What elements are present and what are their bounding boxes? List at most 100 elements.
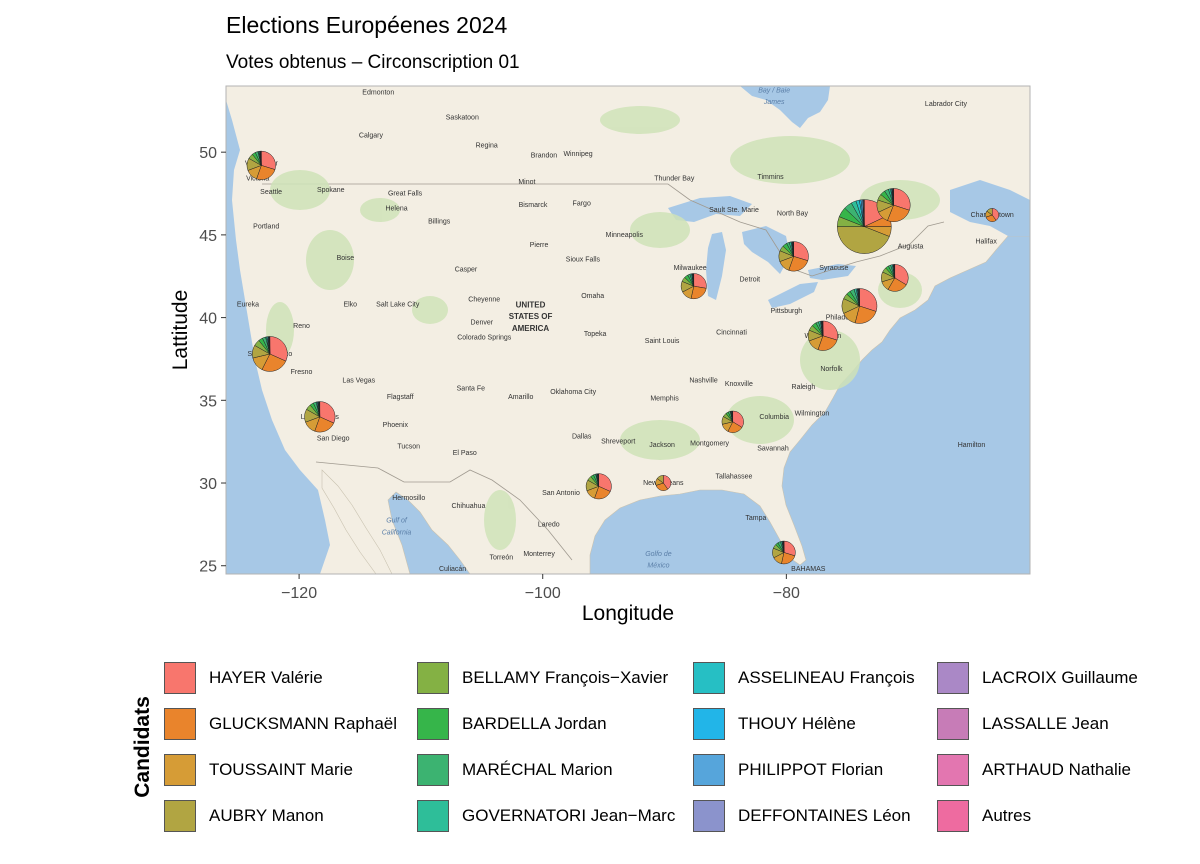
pie-slice <box>837 226 890 254</box>
legend-swatch <box>937 754 969 786</box>
country-label: UNITED <box>516 301 546 310</box>
city-label: Augusta <box>898 243 924 250</box>
city-label: Saint Louis <box>645 338 680 345</box>
city-label: Regina <box>476 143 498 150</box>
legend-item: GOVERNATORI Jean−Marc <box>417 799 675 833</box>
city-label: Columbia <box>759 414 789 421</box>
legend-label: PHILIPPOT Florian <box>738 760 884 779</box>
legend-swatch <box>417 662 449 694</box>
pie-marker <box>837 199 892 254</box>
pie-marker <box>585 473 612 500</box>
country-labels: UNITED STATES OF AMERICA <box>509 301 553 333</box>
land-mass <box>226 86 1030 574</box>
chart-title: Elections Européenes 2024 <box>226 12 508 38</box>
legend-swatch <box>937 662 969 694</box>
pie-marker <box>655 475 672 491</box>
city-label: Amarillo <box>508 394 533 401</box>
city-label: Tampa <box>745 515 766 522</box>
pie-slice <box>598 473 612 492</box>
city-label: Cincinnati <box>716 329 747 336</box>
pie-slice <box>822 320 838 341</box>
y-tick-label: 25 <box>199 559 217 576</box>
city-label: Chihuahua <box>451 503 485 510</box>
legend-label: TOUSSAINT Marie <box>209 760 353 779</box>
water-label: James <box>763 99 785 106</box>
y-axis: 25 30 35 40 45 50 <box>199 145 226 576</box>
city-label: Culiacán <box>439 566 466 573</box>
city-label: Calgary <box>359 133 384 140</box>
pie-slice <box>319 401 336 424</box>
city-label: Hamilton <box>958 442 986 449</box>
legend-label: GOVERNATORI Jean−Marc <box>462 806 676 825</box>
city-label: Hermosillo <box>392 495 425 502</box>
x-tick-label: −80 <box>773 585 800 602</box>
y-tick-label: 50 <box>199 145 217 162</box>
james-bay <box>740 86 830 128</box>
legend-label: LACROIX Guillaume <box>982 668 1138 687</box>
chart-subtitle: Votes obtenus – Circonscription 01 <box>226 52 520 73</box>
city-label: Tallahassee <box>715 473 752 480</box>
pie-markers <box>246 150 1000 565</box>
city-label: Seattle <box>260 189 282 196</box>
baja-peninsula <box>321 469 393 574</box>
city-label: BAHAMAS <box>791 566 826 573</box>
city-label: Pittsburgh <box>771 308 803 315</box>
city-label: Savannah <box>757 445 789 452</box>
legend-swatch <box>164 800 196 832</box>
city-label: Labrador City <box>925 101 968 108</box>
city-label: Minot <box>518 179 535 186</box>
city-label: Timmins <box>757 174 784 181</box>
city-label: Monterrey <box>523 551 555 558</box>
legend-swatch <box>164 662 196 694</box>
legend-label: GLUCKSMANN Raphaël <box>209 714 398 733</box>
city-label: Omaha <box>581 293 604 300</box>
pie-marker <box>881 264 909 292</box>
plot-panel-border <box>225 85 1031 575</box>
city-label: North Bay <box>777 210 809 217</box>
legend-label: Autres <box>982 806 1032 825</box>
pie-marker <box>807 320 838 351</box>
basemap: Bay / Baie James Gulf of California Golfo de… <box>226 86 1030 574</box>
legend-title-box: Candidats <box>131 696 154 798</box>
city-label: Santa Fe <box>457 386 486 393</box>
legend-swatch <box>937 708 969 740</box>
legend-label: BARDELLA Jordan <box>462 714 607 733</box>
legend-swatch <box>164 708 196 740</box>
city-label: Topeka <box>584 331 607 338</box>
pie-marker <box>680 273 707 300</box>
legend-item: TOUSSAINT Marie <box>164 753 353 787</box>
city-label: Salt Lake City <box>376 301 420 308</box>
lake-michigan <box>706 232 726 300</box>
legend-item: Autres <box>937 799 1031 833</box>
legend-item: GLUCKSMANN Raphaël <box>164 707 397 741</box>
city-label: Dallas <box>572 434 592 441</box>
city-label: Fargo <box>573 200 591 207</box>
city-label: Eureka <box>237 301 259 308</box>
pie-marker <box>772 540 796 565</box>
legend-label: THOUY Hélène <box>738 714 856 733</box>
legend-item: ARTHAUD Nathalie <box>937 753 1131 787</box>
city-label: Minneapolis <box>606 232 644 239</box>
city-label: Saskatoon <box>446 114 479 121</box>
pie-slice <box>261 353 287 372</box>
us-canada-border <box>262 183 945 277</box>
legend-item: MARÉCHAL Marion <box>417 753 613 787</box>
city-label: Laredo <box>538 521 560 528</box>
city-label: Norfolk <box>820 366 843 373</box>
city-label: Helena <box>385 205 407 212</box>
city-label: Reno <box>293 323 310 330</box>
city-label: Pierre <box>530 242 549 249</box>
legend-swatch <box>417 708 449 740</box>
y-axis-title: Lattitude <box>169 290 192 371</box>
city-label: Philadelphia <box>826 315 864 322</box>
legend-item: PHILIPPOT Florian <box>693 753 883 787</box>
legend-swatch <box>693 800 725 832</box>
legend-swatch <box>693 708 725 740</box>
lake-huron <box>742 226 790 274</box>
legend-label: DEFFONTAINES Léon <box>738 806 911 825</box>
city-label: Sault Ste. Marie <box>709 207 759 214</box>
city-label: Brandon <box>531 152 558 159</box>
y-tick-label: 45 <box>199 228 217 245</box>
city-label: Jackson <box>649 442 675 449</box>
